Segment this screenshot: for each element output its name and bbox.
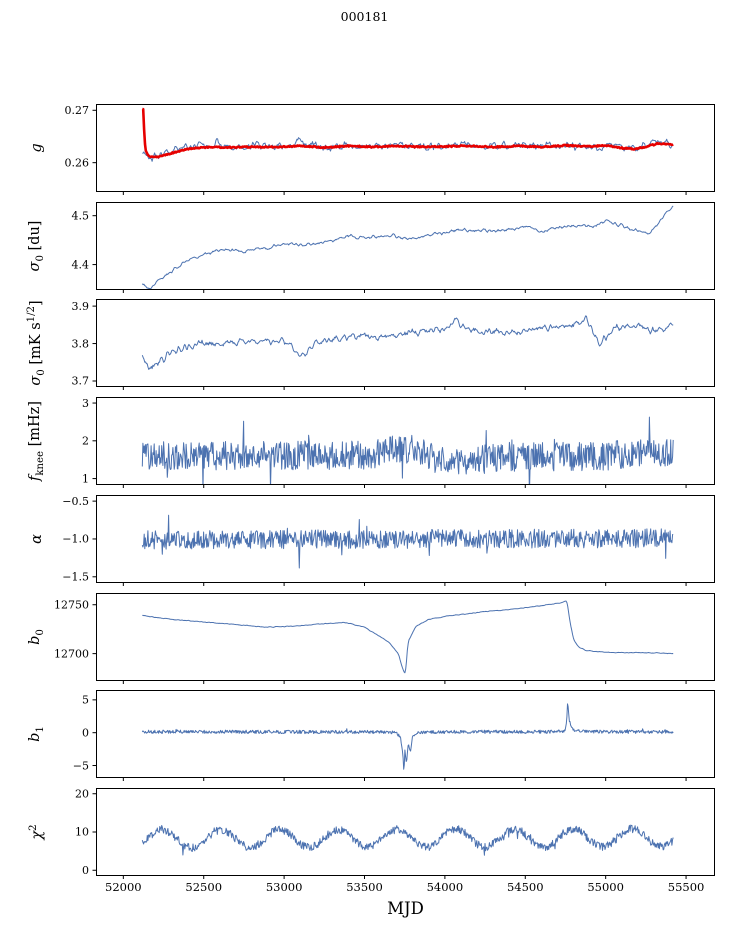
plot-area (141, 824, 674, 856)
x-tick-label: 53500 (346, 880, 383, 894)
y-tick-label: 1 (82, 472, 89, 485)
y-axis-label-segment: [mK s (27, 322, 44, 370)
y-tick-label: 4.4 (72, 258, 90, 271)
panel-frame (96, 202, 715, 290)
y-tick-label: 12700 (54, 647, 89, 660)
x-tick-label: 54500 (506, 880, 544, 894)
y-axis-label-segment: σ (27, 375, 44, 386)
plot-area (141, 703, 674, 770)
y-axis-label-segment: α (28, 534, 45, 544)
series-g-raw (142, 137, 674, 162)
plot-area (141, 107, 674, 162)
chart-title: 000181 (340, 9, 389, 24)
x-tick-label: 55500 (667, 880, 705, 894)
series-g-smoothed (141, 107, 674, 159)
panel-fknee: 1 2 3 (82, 397, 715, 488)
y-tick-label: 3.7 (72, 375, 90, 388)
y-tick-label: 0.27 (65, 104, 90, 117)
series-b0 (142, 600, 674, 674)
y-axis-label-fknee: fknee [mHz] (26, 401, 46, 481)
y-axis-label-segment: [mHz] (26, 401, 43, 451)
panel-b1: −5 0 5 (73, 690, 715, 781)
plot-area (141, 315, 674, 370)
y-tick-label: 3.9 (72, 300, 90, 313)
y-axis-label-chi2: χ2 (27, 824, 46, 840)
series-b1 (141, 703, 674, 770)
y-axis-label-segment: χ (29, 830, 46, 840)
y-axis-label-sigma0-mks: σ0 [mK s1/2] (26, 300, 47, 386)
y-axis-label-g: g (28, 143, 45, 153)
series-sigma0-du (141, 205, 674, 290)
y-tick-label: 0 (82, 726, 89, 739)
x-tick-label: 53000 (265, 880, 303, 894)
panel-chi2: 0 10 20 (75, 788, 715, 879)
y-tick-label: 5 (82, 694, 89, 707)
y-axis-label-segment: 1/2 (26, 306, 38, 323)
series-alpha (141, 514, 674, 569)
y-axis-label-alpha: α (28, 534, 45, 544)
y-axis-label-segment: σ (26, 261, 43, 272)
y-tick-label: 3.8 (72, 337, 90, 350)
series-fknee (141, 416, 674, 485)
y-axis-label-segment: g (28, 143, 45, 153)
y-axis-label-b0: b0 (26, 629, 46, 645)
y-axis-label-segment: b (26, 732, 43, 742)
plot-area (142, 600, 674, 674)
y-tick-label: 20 (75, 788, 89, 800)
y-axis-label-b1: b1 (26, 726, 46, 742)
y-tick-label: −1.0 (62, 533, 89, 546)
panel-sigma0-du: 4.4 4.5 (72, 202, 715, 293)
panel-sigma0-mks: 3.7 3.8 3.9 (72, 299, 715, 390)
y-tick-label: 0 (82, 864, 89, 877)
y-axis-label-segment: b (26, 635, 43, 645)
y-axis-label-segment: f (26, 475, 43, 481)
plot-area (141, 514, 674, 569)
y-tick-label: 12750 (54, 598, 89, 611)
y-tick-label: −1.5 (62, 571, 89, 584)
x-axis-title: MJD (387, 899, 424, 918)
y-tick-label: 10 (75, 826, 89, 839)
x-tick-label: 52000 (105, 880, 142, 894)
panel-frame (96, 593, 715, 681)
x-tick-labels: 52000 52500 53000 53500 54000 54500 55000 55500 (0, 880, 729, 896)
y-tick-label: 2 (82, 435, 89, 448)
panel-g: 0.26 0.27 (65, 104, 715, 195)
panel-frame (96, 690, 715, 778)
y-axis-label-segment: 2 (27, 824, 39, 831)
y-axis-label-sigma0-du: σ0 [du] (26, 220, 46, 272)
y-axis-label-segment: ] (27, 300, 44, 307)
x-tick-label: 52500 (185, 880, 223, 894)
x-tick-label: 55000 (587, 880, 624, 894)
plot-area (141, 205, 674, 290)
y-tick-label: −0.5 (62, 495, 89, 508)
plot-area (141, 416, 674, 485)
panel-alpha: −1.5 −1.0 −0.5 (62, 495, 715, 586)
y-axis-label-segment: knee (34, 450, 46, 476)
x-tick-label: 54000 (426, 880, 464, 894)
panel-b0: 12700 12750 (54, 593, 715, 684)
y-axis-label-segment: 0 (34, 629, 46, 636)
y-tick-label: 0.26 (65, 156, 90, 169)
y-tick-label: −5 (73, 759, 89, 772)
y-axis-label-segment: 0 (34, 255, 46, 262)
series-sigma0-mks (141, 315, 674, 370)
y-axis-label-segment: [du] (26, 220, 43, 256)
series-chi2 (141, 824, 674, 856)
y-tick-label: 3 (82, 397, 89, 410)
y-tick-label: 4.5 (72, 209, 90, 222)
panel-frame (96, 104, 715, 192)
panel-frame (96, 299, 715, 387)
y-axis-label-segment: 0 (35, 369, 47, 376)
y-axis-label-segment: 1 (34, 726, 46, 733)
